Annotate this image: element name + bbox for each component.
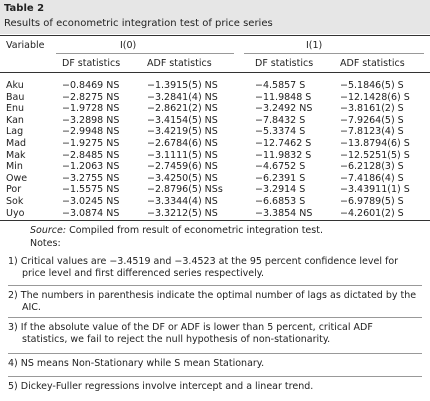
- cell: −3.2841(4) NS: [147, 91, 218, 103]
- row-label: Sok: [6, 196, 24, 207]
- table-label: Table 2: [4, 3, 45, 14]
- cell: −3.0874 NS: [62, 207, 120, 219]
- row-label: Por: [6, 184, 22, 196]
- group-rule: [56, 53, 234, 54]
- cell: −6.6853 S: [255, 196, 306, 207]
- cell: −3.3212(5) NS: [147, 207, 218, 219]
- table-title: Results of econometric integration test …: [4, 18, 273, 29]
- bottom-rule: [0, 220, 430, 221]
- cell: −12.5251(5) S: [340, 149, 410, 161]
- cell: −3.2755 NS: [62, 172, 120, 184]
- cell: −1.2063 NS: [62, 161, 120, 173]
- cell: −2.8275 NS: [62, 91, 120, 103]
- row-label: Owe: [6, 172, 28, 184]
- cell: −3.4250(5) NS: [147, 172, 218, 184]
- cell: −2.9948 NS: [62, 126, 120, 138]
- cell: −3.4219(5) NS: [147, 126, 218, 138]
- source-text: Compiled from result of econometric inte…: [69, 225, 323, 236]
- row-label: Mak: [6, 149, 26, 161]
- source-label: Source:: [30, 225, 67, 236]
- cell: −2.8796(5) NSs: [147, 184, 223, 196]
- cell: −6.2391 S: [255, 172, 306, 184]
- row-label: Enu: [6, 103, 25, 115]
- cell: −3.3344(4) NS: [147, 196, 218, 207]
- column-header: I(0): [120, 40, 137, 51]
- cell: −1.3915(5) NS: [147, 80, 218, 91]
- row-label: Min: [6, 161, 23, 173]
- row-label: Kan: [6, 114, 24, 126]
- cell: −1.9275 NS: [62, 138, 120, 149]
- cell: −4.5857 S: [255, 80, 306, 91]
- cell: −7.4186(4) S: [340, 172, 404, 184]
- cell: −0.8469 NS: [62, 80, 120, 91]
- row-label: Aku: [6, 80, 24, 91]
- cell: −1.5575 NS: [62, 184, 120, 196]
- cell: −3.8161(2) S: [340, 103, 404, 115]
- top-rule: [0, 35, 430, 36]
- cell: −3.3854 NS: [255, 207, 313, 219]
- note-rule: [8, 376, 422, 377]
- subcolumn-header: DF statistics: [255, 58, 314, 69]
- note-item: 5) Dickey-Fuller regressions involve int…: [8, 381, 314, 392]
- cell: −7.9264(5) S: [340, 114, 404, 126]
- row-label: Lag: [6, 126, 24, 138]
- cell: −2.8485 NS: [62, 149, 120, 161]
- note-item: 1) Critical values are −3.4519 and −3.45…: [8, 256, 399, 279]
- column-header: I(1): [306, 40, 323, 51]
- note-item: 4) NS means Non-Stationary while S mean …: [8, 358, 265, 369]
- caption-band: [0, 0, 430, 34]
- row-label: Mad: [6, 138, 27, 149]
- cell: −3.4154(5) NS: [147, 114, 218, 126]
- cell: −12.1428(6) S: [340, 91, 410, 103]
- cell: −2.8621(2) NS: [147, 103, 218, 115]
- notes-title: Notes:: [30, 238, 61, 249]
- cell: −13.8794(6) S: [340, 138, 410, 149]
- cell: −3.1111(5) NS: [147, 149, 218, 161]
- cell: −4.6752 S: [255, 161, 306, 173]
- cell: −3.43911(1) S: [340, 184, 410, 196]
- row-label: Uyo: [6, 207, 25, 219]
- note-item: 2) The numbers in parenthesis indicate t…: [8, 290, 417, 313]
- row-label: Bau: [6, 91, 25, 103]
- subcolumn-header: ADF statistics: [340, 58, 405, 69]
- cell: −6.9789(5) S: [340, 196, 404, 207]
- cell: −5.3374 S: [255, 126, 306, 138]
- header-rule: [0, 72, 430, 73]
- cell: −4.2601(2) S: [340, 207, 404, 219]
- cell: −12.7462 S: [255, 138, 312, 149]
- cell: −1.9728 NS: [62, 103, 120, 115]
- cell: −6.2128(3) S: [340, 161, 404, 173]
- group-rule: [244, 53, 424, 54]
- subcolumn-header: DF statistics: [62, 58, 121, 69]
- cell: −3.2492 NS: [255, 103, 313, 115]
- cell: −3.2914 S: [255, 184, 306, 196]
- note-item: 3) If the absolute value of the DF or AD…: [8, 322, 373, 345]
- column-header: Variable: [6, 40, 45, 51]
- cell: −3.0245 NS: [62, 196, 120, 207]
- note-rule: [8, 353, 422, 354]
- cell: −11.9848 S: [255, 91, 312, 103]
- cell: −3.2898 NS: [62, 114, 120, 126]
- cell: −5.1846(5) S: [340, 80, 404, 91]
- cell: −11.9832 S: [255, 149, 312, 161]
- note-rule: [8, 317, 422, 318]
- source: Source: Compiled from result of economet…: [30, 225, 323, 236]
- subcolumn-header: ADF statistics: [147, 58, 212, 69]
- cell: −7.8432 S: [255, 114, 306, 126]
- cell: −2.7459(6) NS: [147, 161, 218, 173]
- cell: −2.6784(6) NS: [147, 138, 218, 149]
- note-rule: [8, 285, 422, 286]
- cell: −7.8123(4) S: [340, 126, 404, 138]
